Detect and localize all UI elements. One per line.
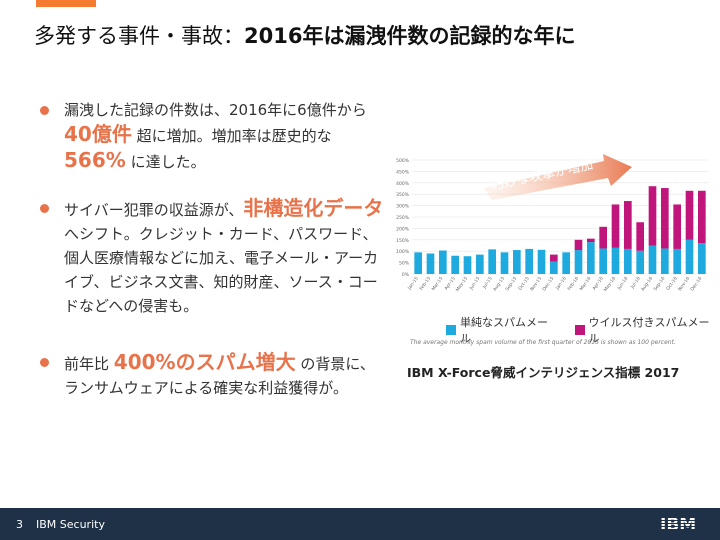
y-tick-label: 250% (396, 215, 410, 221)
x-tick-label: Jan-16 (554, 276, 568, 292)
chart-bar (463, 256, 472, 274)
y-tick-label: 400% (396, 181, 410, 187)
chart-source: IBM X-Force脅威インテリジェンス指標 2017 (407, 365, 680, 380)
bullet-list: 漏洩した記録の件数は、2016年に6億件から 40億件 超に増加。増加率は歴史的… (40, 98, 385, 400)
chart-bar (648, 245, 657, 274)
x-tick-label: Mar-15 (431, 276, 445, 292)
x-tick-label: Aug-16 (640, 276, 654, 293)
footer: 3 IBM Security IBM (0, 508, 720, 540)
x-tick-label: Sep-16 (652, 276, 666, 293)
legend-item: ウイルス付きスパムメール (574, 314, 720, 346)
chart-bar (636, 222, 644, 251)
bullet-dot-icon (40, 106, 49, 115)
chart-bar (414, 252, 422, 274)
chart-bar (537, 249, 546, 274)
chart-bar (550, 261, 558, 274)
chart-bar (451, 255, 459, 274)
bullet-dot-icon (40, 204, 49, 213)
bullet-dot-icon (40, 358, 49, 367)
y-tick-label: 150% (396, 238, 410, 244)
y-tick-label: 200% (396, 226, 410, 232)
chart-bar (426, 253, 435, 274)
chart-bar (685, 239, 694, 274)
chart-bar (439, 250, 447, 274)
chart-bar (685, 190, 694, 240)
y-tick-label: 100% (396, 249, 410, 255)
x-tick-label: Jul-16 (629, 276, 642, 291)
page-title: 多発する事件・事故：2016年は漏洩件数の記録的な年に (34, 24, 576, 48)
x-tick-label: Jul-15 (481, 276, 494, 291)
bullet-item: 前年比 400%のスパム増大 の背景に、ランサムウェアによる確実な利益獲得が。 (40, 350, 385, 400)
chart-bar (488, 249, 496, 274)
chart-bar (648, 186, 657, 246)
chart-bar (624, 248, 632, 274)
x-tick-label: Jun-15 (468, 276, 482, 292)
bullet-item: 漏洩した記録の件数は、2016年に6億件から 40億件 超に増加。増加率は歴史的… (40, 98, 385, 174)
y-tick-label: 450% (396, 169, 410, 175)
y-tick-label: 300% (396, 204, 410, 210)
chart-bar (698, 190, 706, 244)
bullet-item: サイバー犯罪の収益源が、非構造化データへシフト。クレジット・カード、パスワード、… (40, 196, 385, 318)
chart-bar (513, 250, 521, 274)
chart-bar (587, 242, 595, 274)
chart-bar (611, 204, 620, 248)
x-tick-label: Mar-16 (579, 276, 593, 292)
page-number: 3 (16, 518, 23, 531)
chart-bar (673, 204, 681, 249)
legend-swatch (574, 325, 585, 335)
chart-bar (587, 238, 595, 243)
chart-bar (574, 250, 583, 274)
x-tick-label: May-15 (455, 276, 469, 293)
chart-bar (550, 254, 558, 262)
chart-bar (500, 252, 509, 274)
x-tick-label: Dec-15 (541, 276, 555, 293)
spam-volume-chart: 0% 50% 100% 150% 200% 250% 300% 350% 400% 450% 500… (392, 152, 712, 352)
chart-bar (476, 254, 484, 274)
chart-bar (636, 250, 644, 274)
chart-bar (611, 247, 620, 274)
chart-bar (599, 226, 607, 249)
x-tick-label: Apr-16 (591, 276, 605, 292)
chart-bar (525, 248, 533, 274)
y-tick-label: 50% (399, 261, 410, 267)
chart-bar (562, 252, 570, 274)
y-tick-label: 500% (396, 158, 410, 164)
x-tick-label: Dec-16 (689, 276, 703, 293)
chart-svg: 0% 50% 100% 150% 200% 250% 300% 350% 400% 450% 500… (396, 154, 708, 293)
chart-bar (673, 248, 681, 274)
legend-swatch (446, 325, 456, 335)
chart-note: The average monthly spam volume of the f… (410, 339, 676, 346)
y-tick-label: 350% (396, 192, 410, 198)
ibm-logo-icon: IBM (660, 515, 696, 533)
chart-bar (661, 188, 669, 249)
footer-label: IBM Security (36, 518, 105, 531)
x-tick-label: Jun-16 (616, 276, 630, 292)
x-tick-label: Sep-15 (504, 276, 518, 293)
legend-item: 単純なスパムメール (446, 314, 559, 346)
svg-text:IBM: IBM (660, 515, 696, 533)
chart-bar (624, 201, 632, 249)
x-tick-label: Jan-15 (406, 276, 420, 292)
chart-bar (661, 248, 669, 274)
trend-arrow-icon (484, 154, 632, 200)
x-tick-label: Aug-15 (492, 276, 506, 293)
chart-bar (698, 243, 706, 274)
x-tick-label: Apr-15 (443, 276, 457, 292)
accent-bar (36, 0, 96, 7)
x-tick-label: May-16 (603, 276, 617, 293)
y-tick-label: 0% (402, 272, 410, 278)
chart-bar (574, 239, 583, 251)
chart-bar (599, 248, 607, 274)
chart-legend: 単純なスパムメール ウイルス付きスパムメール (446, 314, 720, 346)
